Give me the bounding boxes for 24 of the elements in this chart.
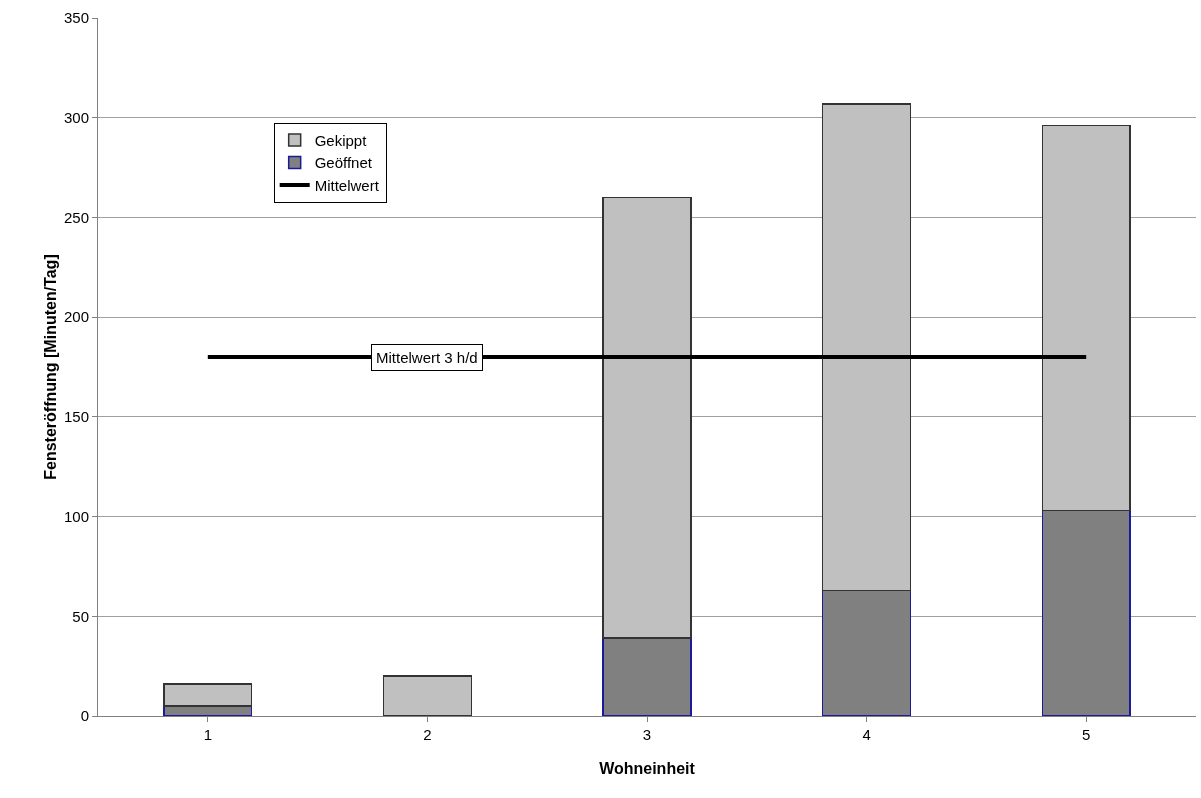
x-tick-label: 1 [203,726,212,743]
y-tick-label: 250 [63,208,89,226]
y-tick-label: 0 [80,707,89,725]
bar [163,683,253,707]
bar [821,103,912,592]
legend-label: Mittelwert [314,176,380,194]
y-tick-label: 50 [72,607,89,625]
y-tick-label: 350 [63,9,89,27]
annotation: Mittelwert 3 h/d [376,349,478,366]
y-tick-label: 100 [63,507,89,525]
x-tick-label: 3 [642,726,652,743]
y-tick-label: 200 [63,308,89,326]
x-tick-label: 5 [1082,726,1091,743]
y-tick-label: 150 [63,408,89,426]
bar [602,196,692,639]
y-tick-label: 300 [63,108,89,126]
x-tick-label: 4 [862,726,871,743]
x-axis-title: Wohneinheit [599,760,696,777]
y-axis-title: Fensteröffnung [Minuten/Tag] [42,254,59,480]
legend-label: Gekippt [314,131,368,149]
x-tick-label: 2 [423,726,432,743]
bar [1041,124,1131,512]
bar [382,675,473,716]
legend-label: Geöffnet [314,154,373,172]
